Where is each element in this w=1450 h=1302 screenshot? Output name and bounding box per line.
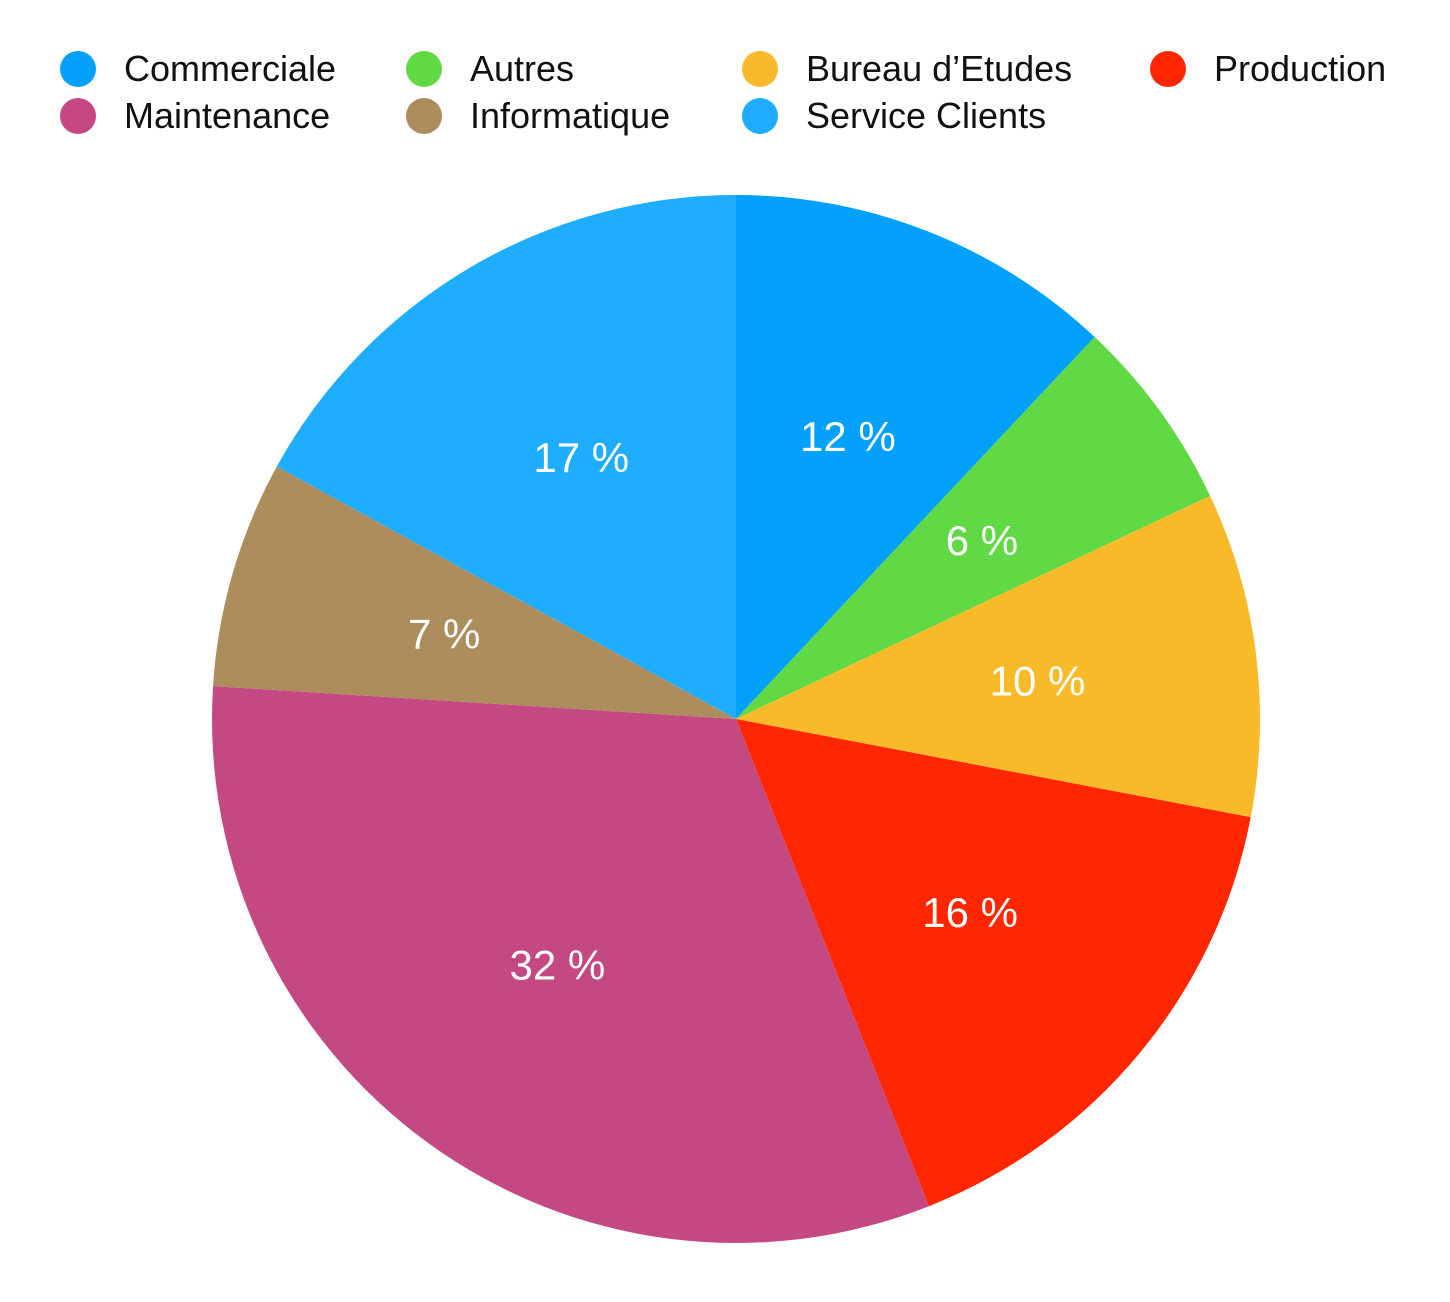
- legend-item-informatique: Informatique: [406, 93, 670, 139]
- legend-item-bureau-etudes: Bureau d’Etudes: [742, 46, 1072, 92]
- legend-item-commerciale: Commerciale: [60, 46, 336, 92]
- slice-label-service-clients: 17 %: [533, 434, 629, 481]
- pie-slice-autres: [736, 337, 1211, 719]
- pie-slice-bureau-d-etudes: [736, 495, 1260, 818]
- legend-label-commerciale: Commerciale: [124, 48, 337, 89]
- slice-label-informatique: 7 %: [408, 611, 480, 658]
- chart-legend: Commerciale Autres Bureau d’Etudes Produ…: [0, 0, 1450, 150]
- pie-slice-informatique: [213, 466, 736, 719]
- legend-swatch-commerciale: [60, 51, 96, 87]
- slice-label-maintenance: 32 %: [509, 941, 605, 988]
- legend-swatch-production: [1150, 51, 1186, 87]
- legend-swatch-maintenance: [60, 98, 96, 134]
- legend-label-service-clients: Service Clients: [806, 95, 1047, 136]
- legend-label-bureau-etudes: Bureau d’Etudes: [806, 48, 1073, 89]
- slice-label-production: 16 %: [922, 889, 1018, 936]
- legend-label-maintenance: Maintenance: [124, 95, 331, 136]
- legend-item-autres: Autres: [406, 46, 574, 92]
- slice-label-autres: 6 %: [946, 517, 1018, 564]
- legend-label-autres: Autres: [470, 48, 575, 89]
- legend-swatch-bureau-etudes: [742, 51, 778, 87]
- legend-swatch-informatique: [406, 98, 442, 134]
- legend-label-informatique: Informatique: [470, 95, 671, 136]
- legend-item-maintenance: Maintenance: [60, 93, 330, 139]
- legend-swatch-service-clients: [742, 98, 778, 134]
- legend-swatch-autres: [406, 51, 442, 87]
- legend-item-production: Production: [1150, 46, 1386, 92]
- pie-slice-maintenance: [211, 686, 929, 1243]
- slice-label-commerciale: 12 %: [800, 413, 896, 460]
- legend-item-service-clients: Service Clients: [742, 93, 1046, 139]
- pie-slice-service-clients: [276, 195, 736, 719]
- pie-slice-commerciale: [736, 195, 1095, 719]
- legend-label-production: Production: [1214, 48, 1387, 89]
- pie-slice-production: [736, 719, 1251, 1207]
- slice-label-bureau-d-etudes: 10 %: [990, 657, 1086, 704]
